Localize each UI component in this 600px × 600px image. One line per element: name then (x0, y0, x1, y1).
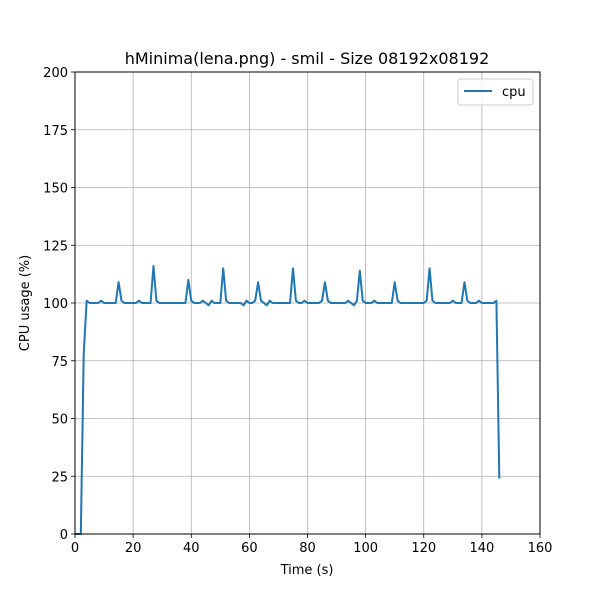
y-tick-label: 200 (43, 66, 68, 81)
y-axis-label: CPU usage (%) (18, 255, 33, 351)
plot-area (75, 265, 501, 535)
x-tick-label: 0 (71, 541, 79, 556)
y-tick-label: 25 (51, 470, 68, 485)
x-tick-label: 20 (125, 541, 142, 556)
legend-box (457, 78, 534, 106)
chart-title: hMinima(lena.png) - smil - Size 08192x08… (125, 49, 490, 68)
x-tick-label: 160 (528, 541, 553, 556)
y-tick-label: 125 (43, 239, 68, 254)
x-tick-label: 80 (299, 541, 316, 556)
x-axis: 0 20 40 60 80 100 120 140 160 (71, 534, 553, 556)
x-tick-label: 100 (353, 541, 378, 556)
x-tick-label: 40 (183, 541, 200, 556)
legend: cpu (457, 78, 534, 106)
y-tick-label: 150 (43, 182, 68, 197)
x-tick-label: 120 (411, 541, 436, 556)
series-line-cpu (75, 265, 501, 535)
x-axis-label: Time (s) (280, 563, 334, 578)
y-tick-label: 100 (43, 297, 68, 312)
y-tick-label: 50 (51, 413, 68, 428)
y-tick-label: 75 (51, 355, 68, 370)
legend-label-cpu: cpu (502, 85, 526, 100)
x-tick-label: 140 (469, 541, 494, 556)
y-tick-label: 175 (43, 124, 68, 139)
y-tick-label: 0 (60, 528, 68, 543)
y-axis: 0 25 50 75 100 125 150 175 200 (43, 66, 75, 543)
x-tick-label: 60 (241, 541, 258, 556)
